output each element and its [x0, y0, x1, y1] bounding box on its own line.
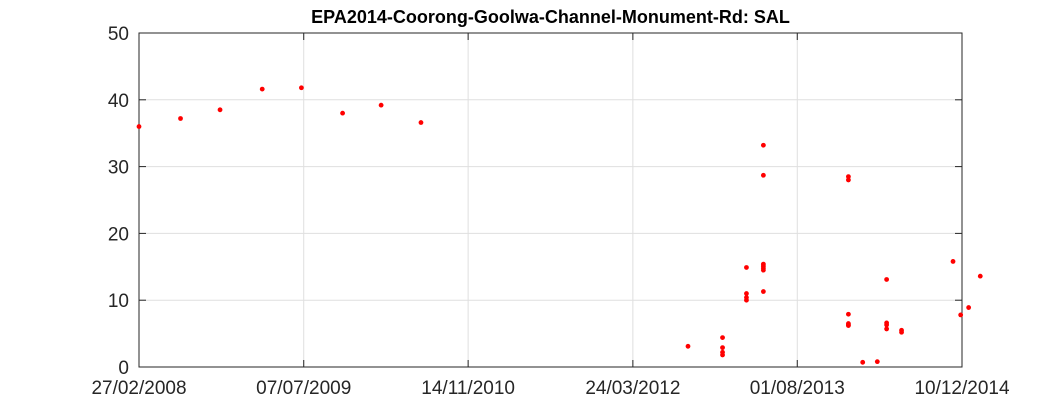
data-point — [966, 305, 972, 310]
x-tick-label: 01/08/2013 — [750, 378, 845, 399]
data-point — [846, 174, 851, 180]
plot-frame — [138, 32, 963, 368]
data-point — [884, 277, 890, 282]
y-tick-label: 50 — [108, 24, 129, 45]
y-tick-label: 30 — [108, 158, 129, 179]
tick-label-layer: 27/02/2008 07/07/2009 14/11/2010 24/03/2012… — [91, 24, 1010, 399]
y-tick-label: 10 — [108, 291, 129, 312]
data-point — [884, 326, 890, 332]
x-tick-label: 07/07/2009 — [256, 378, 351, 399]
data-point — [340, 110, 345, 116]
data-point — [744, 265, 749, 270]
data-point — [884, 322, 890, 328]
chart-title: EPA2014-Coorong-Goolwa-Channel-Monument-… — [311, 7, 790, 27]
data-point — [217, 107, 223, 113]
data-point — [760, 142, 766, 148]
data-point — [958, 312, 964, 318]
data-points — [136, 85, 983, 365]
y-tick-label: 40 — [108, 91, 129, 112]
data-point — [720, 335, 725, 341]
x-tick-label: 14/11/2010 — [421, 378, 515, 399]
data-point — [136, 124, 142, 129]
data-point — [950, 259, 956, 264]
data-point — [178, 116, 183, 121]
data-point — [760, 267, 766, 273]
data-point — [720, 345, 725, 351]
y-tick-label: 20 — [108, 224, 129, 245]
data-point — [720, 352, 725, 358]
data-point — [860, 359, 866, 365]
data-point — [259, 86, 265, 92]
data-point — [760, 289, 766, 294]
x-tick-label: 24/03/2012 — [585, 378, 680, 399]
data-point — [846, 323, 851, 328]
data-point — [299, 85, 304, 91]
data-point — [760, 172, 766, 178]
tick-layer — [138, 32, 963, 368]
data-point — [418, 120, 424, 125]
y-tick-label: 0 — [118, 358, 129, 379]
data-point — [977, 273, 983, 279]
data-point — [846, 311, 851, 317]
data-point — [744, 291, 749, 296]
data-point — [899, 329, 904, 335]
data-point — [685, 343, 691, 349]
x-tick-label: 10/12/2014 — [914, 378, 1010, 399]
x-tick-label: 27/02/2008 — [91, 378, 186, 399]
data-point — [874, 359, 880, 365]
data-point — [846, 177, 851, 183]
data-point — [378, 102, 384, 108]
data-point — [744, 297, 749, 303]
